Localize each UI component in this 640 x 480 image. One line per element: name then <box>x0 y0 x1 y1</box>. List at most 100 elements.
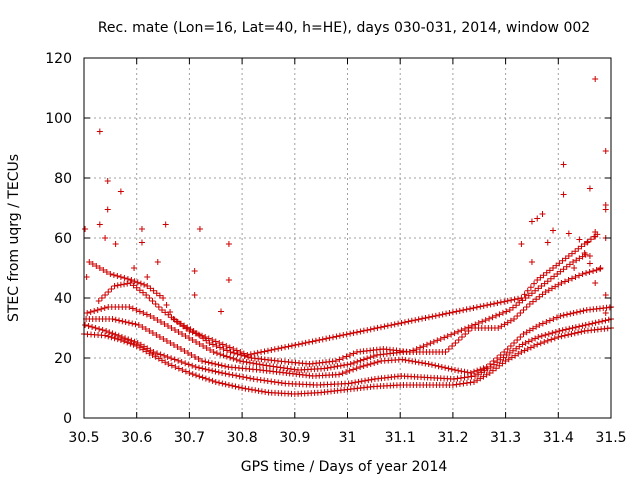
data-point <box>458 334 465 340</box>
data-point <box>499 309 506 316</box>
data-point <box>152 301 159 307</box>
data-point <box>121 281 128 288</box>
data-point <box>494 299 501 306</box>
data-point <box>212 368 219 375</box>
data-point <box>545 331 552 337</box>
data-point <box>357 364 364 370</box>
data-point <box>138 226 145 232</box>
data-point <box>542 289 549 295</box>
data-point <box>134 340 141 346</box>
data-point <box>262 388 269 395</box>
x-tick-label: 30.6 <box>121 430 152 446</box>
data-point <box>520 331 527 337</box>
data-point <box>497 299 504 306</box>
data-point <box>523 304 530 310</box>
data-point <box>445 346 452 352</box>
data-point <box>406 349 413 355</box>
data-point <box>226 371 233 378</box>
data-point <box>240 374 247 380</box>
data-point <box>343 331 350 338</box>
data-point <box>551 335 558 342</box>
data-point <box>124 276 131 282</box>
data-point <box>191 292 198 298</box>
data-point <box>111 283 118 289</box>
data-point <box>114 273 121 279</box>
data-point <box>570 310 577 316</box>
data-point <box>540 272 547 279</box>
data-point <box>200 343 207 349</box>
data-point <box>104 206 111 213</box>
data-point <box>143 348 150 355</box>
data-point <box>368 376 375 383</box>
data-point <box>585 321 592 328</box>
data-point <box>432 362 439 369</box>
data-point <box>495 325 502 331</box>
data-point <box>439 311 446 318</box>
x-tick-label: 30.8 <box>227 430 258 446</box>
data-point <box>542 332 549 338</box>
data-point <box>203 345 210 351</box>
data-point <box>124 280 131 287</box>
data-point <box>478 369 485 376</box>
data-point <box>534 341 541 348</box>
data-point <box>271 346 278 353</box>
data-point <box>522 340 529 346</box>
data-point <box>445 365 452 372</box>
data-point <box>192 354 199 360</box>
data-point <box>139 324 146 330</box>
data-point <box>278 344 285 351</box>
data-point <box>532 335 539 342</box>
data-point <box>353 365 360 372</box>
data-point <box>486 315 493 322</box>
data-point <box>128 277 135 283</box>
data-point <box>458 368 465 375</box>
data-point <box>412 317 419 324</box>
data-point <box>116 317 123 324</box>
data-point <box>98 295 105 301</box>
data-point <box>554 271 561 277</box>
data-point <box>441 334 448 341</box>
data-point <box>514 337 521 343</box>
data-point <box>339 355 346 361</box>
data-point <box>219 370 226 376</box>
data-point <box>142 326 149 332</box>
data-point <box>563 311 570 318</box>
data-point <box>371 325 378 332</box>
data-point <box>493 312 500 319</box>
data-point <box>528 290 535 297</box>
data-point <box>370 353 377 360</box>
data-point <box>155 304 162 310</box>
data-point <box>205 359 212 366</box>
data-point <box>584 239 591 246</box>
data-point <box>552 329 559 335</box>
chart-title: Rec. mate (Lon=16, Lat=40, h=HE), days 0… <box>98 20 590 36</box>
data-point <box>350 329 357 336</box>
data-point <box>206 376 213 383</box>
data-point <box>538 333 545 339</box>
data-point <box>412 358 419 365</box>
data-point <box>474 367 481 374</box>
data-point <box>108 286 115 292</box>
data-point <box>149 352 156 358</box>
data-point <box>131 338 138 345</box>
data-point <box>245 386 252 393</box>
data-point <box>196 364 203 371</box>
data-point <box>137 280 144 287</box>
data-point <box>480 302 487 309</box>
data-point <box>163 302 170 308</box>
data-point <box>442 349 449 355</box>
data-point <box>528 337 535 343</box>
data-point <box>462 331 469 337</box>
data-point <box>205 367 212 373</box>
data-point <box>456 307 463 314</box>
data-point <box>525 338 532 345</box>
data-point <box>207 347 214 353</box>
data-point <box>232 383 239 390</box>
data-point <box>483 364 490 370</box>
data-point <box>602 206 609 213</box>
data-point <box>556 260 563 267</box>
data-point <box>399 356 406 363</box>
data-point <box>565 277 572 283</box>
data-point <box>448 366 455 373</box>
data-point <box>341 362 348 369</box>
